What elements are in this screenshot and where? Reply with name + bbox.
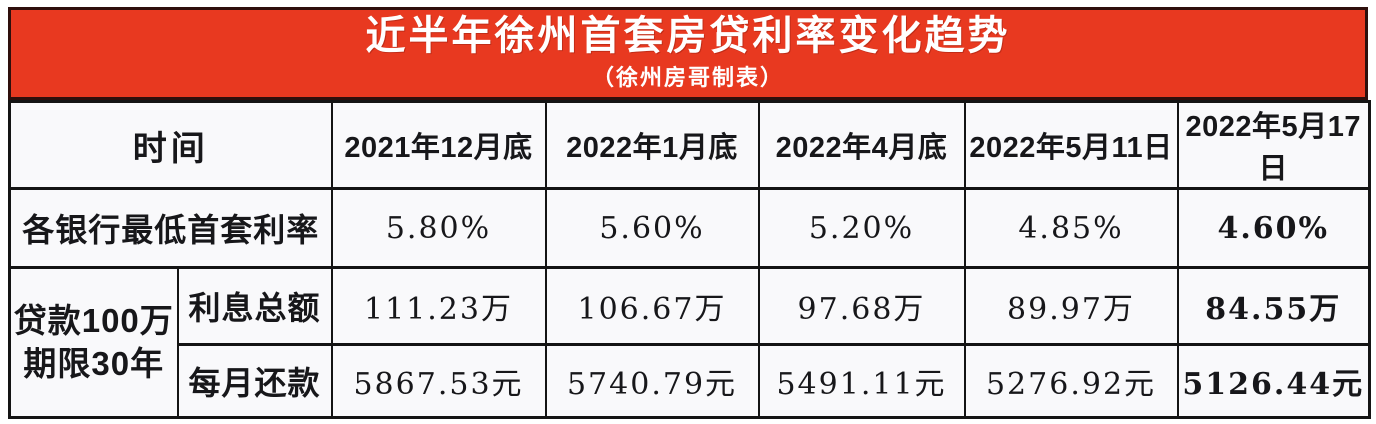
header-cell-date-4: 2022年5月11日 [963,100,1179,190]
rate-value-4: 4.85% [963,187,1179,269]
interest-value-1: 111.23万 [330,266,547,346]
interest-value-2: 106.67万 [544,266,760,346]
rate-value-1: 5.80% [330,187,547,269]
header-cell-date-2: 2022年1月底 [544,100,760,190]
interest-value-3: 97.68万 [757,266,966,346]
header-cell-date-5-highlight: 2022年5月17日 [1176,100,1371,190]
interest-value-5-highlight: 84.55万 [1176,266,1371,346]
rate-row-label: 各银行最低首套利率 [8,187,333,269]
loan-group-line1: 贷款100万 [13,301,174,339]
header-cell-time: 时间 [8,100,333,190]
rate-value-3: 5.20% [757,187,966,269]
rate-value-2: 5.60% [544,187,760,269]
monthly-value-4: 5276.92元 [963,343,1179,419]
rate-table-container: 时间 2021年12月底 2022年1月底 2022年4月底 2022年5月11… [8,100,1371,419]
header-row: 时间 2021年12月底 2022年1月底 2022年4月底 2022年5月11… [8,100,1371,190]
title-banner: 近半年徐州首套房贷利率变化趋势 （徐州房哥制表） [8,7,1368,100]
loan-group-label: 贷款100万 期限30年 [8,266,179,419]
page-title: 近半年徐州首套房贷利率变化趋势 [365,14,1011,58]
header-cell-date-3: 2022年4月底 [757,100,966,190]
interest-row: 贷款100万 期限30年 利息总额 111.23万 106.67万 97.68万… [8,266,1371,419]
rate-table: 时间 2021年12月底 2022年1月底 2022年4月底 2022年5月11… [8,100,1371,419]
monthly-row-label: 每月还款 [176,343,333,419]
monthly-value-2: 5740.79元 [544,343,760,419]
monthly-value-1: 5867.53元 [330,343,547,419]
interest-row-label: 利息总额 [176,266,333,346]
page-subtitle: （徐州房哥制表） [591,65,784,90]
monthly-value-5-highlight: 5126.44元 [1176,343,1371,419]
monthly-payment-row: 每月还款 5867.53元 5740.79元 5491.11元 5276.92元… [10,343,1371,419]
rate-value-5-highlight: 4.60% [1176,187,1371,269]
monthly-value-3: 5491.11元 [757,343,966,419]
header-cell-date-1: 2021年12月底 [330,100,547,190]
loan-group-line2: 期限30年 [23,344,165,382]
rate-row: 各银行最低首套利率 5.80% 5.60% 5.20% 4.85% 4.60% [8,187,1371,269]
interest-value-4: 89.97万 [963,266,1179,346]
